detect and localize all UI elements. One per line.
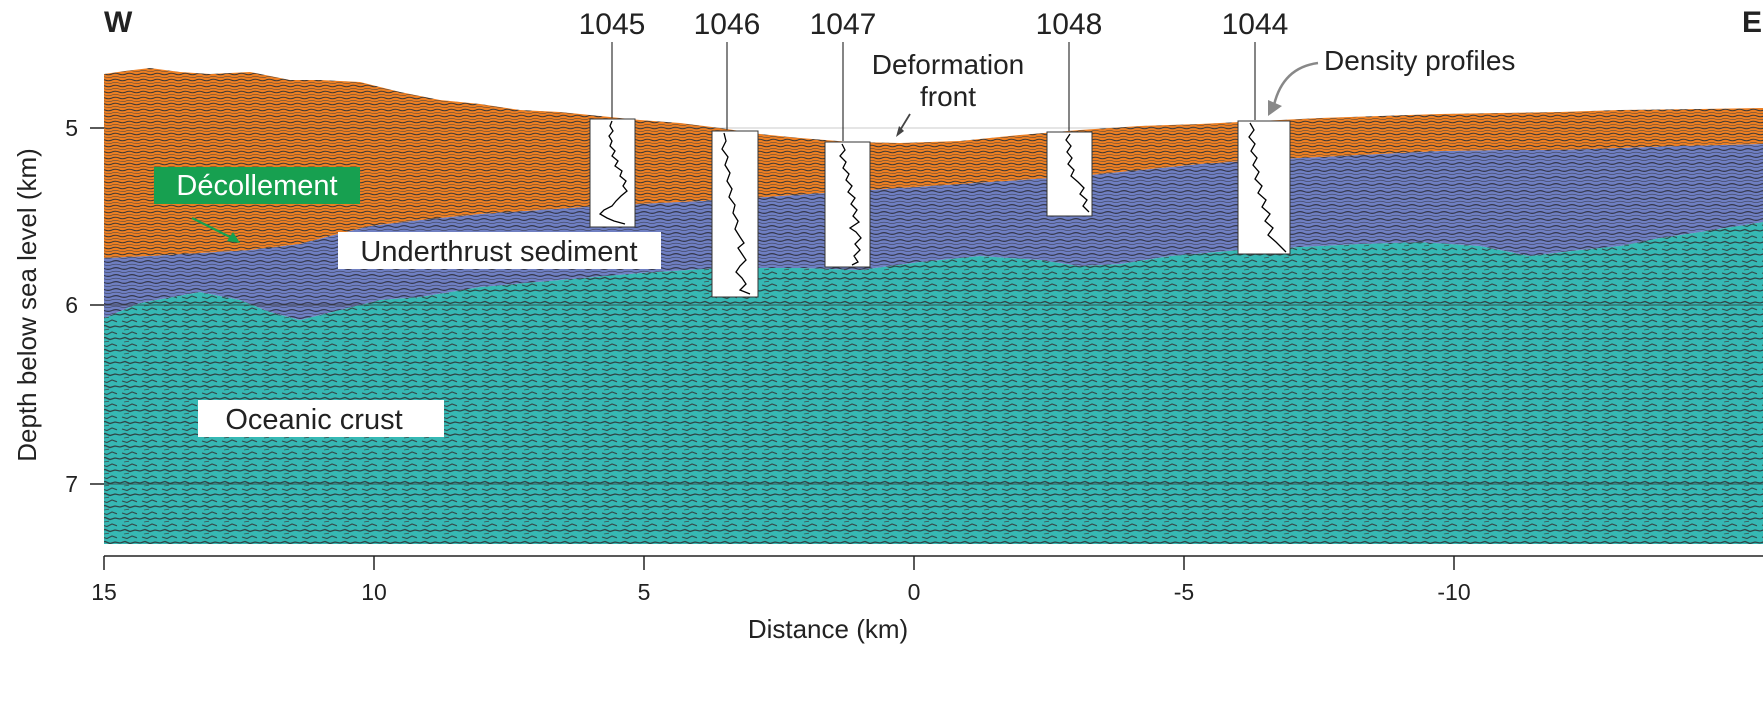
east-label: E [1742, 6, 1762, 39]
density-log-1048 [1065, 133, 1090, 213]
density-log-1044 [1248, 122, 1287, 253]
y-axis: 5 6 7 Depth below sea level (km) [12, 115, 104, 497]
x-tick-label-10: 10 [361, 579, 387, 605]
decollement-arrow-shaft [191, 217, 233, 239]
oceanic-crust-label: Oceanic crust [225, 404, 402, 436]
density-profiles-label: Density profiles [1324, 45, 1515, 76]
x-tick-label-minus10: -10 [1437, 579, 1470, 605]
accretionary-wedge-layer [104, 68, 1763, 258]
density-profile-box-1045 [589, 118, 636, 228]
x-tick-label-5: 5 [638, 579, 651, 605]
oceanic-crust-label-bg [198, 400, 444, 437]
deformation-front-arrowhead [896, 126, 904, 137]
decollement-label: Décollement [176, 170, 337, 202]
density-profile-box-1047 [824, 141, 871, 268]
density-profile-box-1046 [711, 130, 759, 298]
y-tick-label-5: 5 [65, 115, 78, 141]
density-log-1045 [598, 120, 628, 225]
density-profile-box-1044 [1237, 120, 1291, 255]
west-label: W [104, 6, 133, 39]
underthrust-sediment-layer [104, 144, 1763, 320]
site-1048: 1048 [1036, 8, 1103, 217]
underthrust-label-bg [338, 232, 661, 269]
underthrust-label: Underthrust sediment [360, 236, 637, 268]
site-1047: 1047 [810, 8, 877, 268]
x-axis: 15 10 5 0 -5 -10 Distance (km) [91, 555, 1763, 644]
site-1046: 1046 [694, 8, 761, 298]
site-1044: 1044 [1222, 8, 1291, 255]
decollement-label-bg [154, 167, 360, 204]
x-tick-label-15: 15 [91, 579, 117, 605]
density-profile-box-1048 [1046, 131, 1093, 217]
y-tick-label-6: 6 [65, 292, 78, 318]
deformation-front-label-line1: Deformation [872, 49, 1025, 80]
site-label-1044: 1044 [1222, 8, 1289, 41]
site-label-1048: 1048 [1036, 8, 1103, 41]
site-label-1047: 1047 [810, 8, 877, 41]
x-axis-title: Distance (km) [748, 614, 908, 644]
deformation-front-label-line2: front [920, 81, 976, 112]
x-tick-label-minus5: -5 [1174, 579, 1194, 605]
site-1045: 1045 [579, 8, 646, 228]
y-tick-label-7: 7 [65, 471, 78, 497]
x-tick-label-0: 0 [908, 579, 921, 605]
site-label-1045: 1045 [579, 8, 646, 41]
decollement-arrowhead [227, 232, 240, 243]
density-profiles-arrow [1272, 61, 1319, 106]
density-profiles-arrowhead [1268, 100, 1282, 116]
site-label-1046: 1046 [694, 8, 761, 41]
density-log-1046 [721, 132, 751, 295]
oceanic-crust-layer [104, 222, 1763, 544]
y-axis-title: Depth below sea level (km) [12, 148, 42, 462]
density-log-1047 [839, 143, 862, 266]
